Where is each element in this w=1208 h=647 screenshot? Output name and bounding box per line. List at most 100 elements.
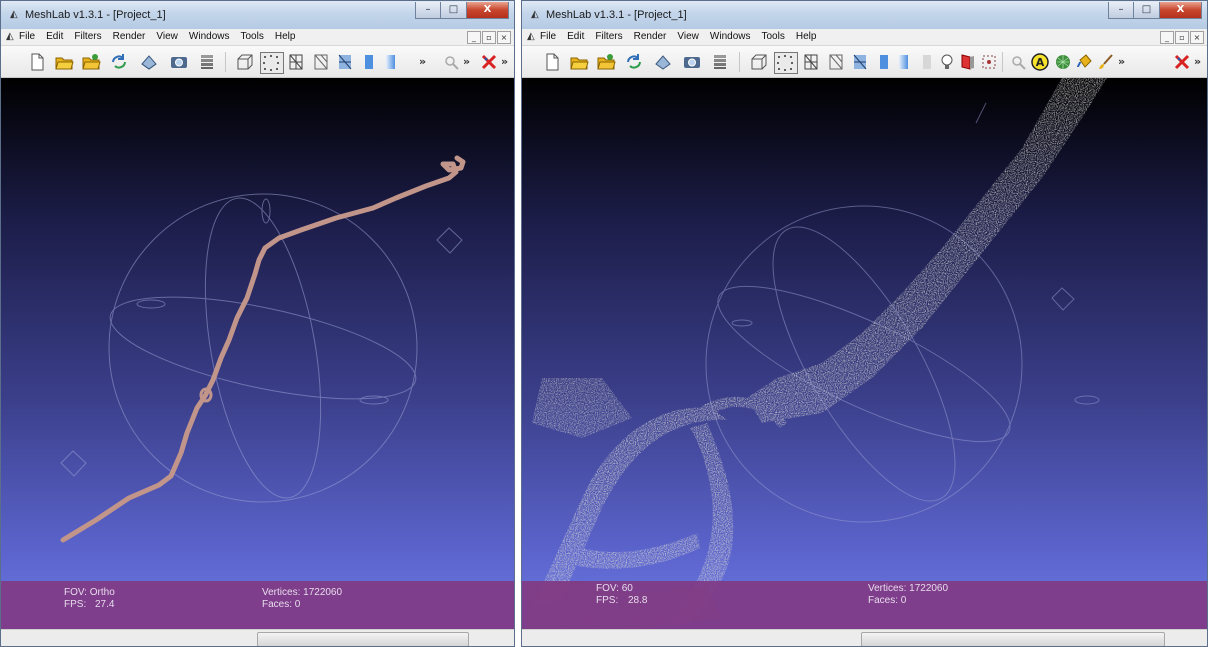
mdi-restore-button[interactable]: ▫ — [1175, 31, 1189, 44]
texture-icon[interactable] — [917, 52, 937, 72]
menu-view[interactable]: View — [677, 31, 699, 42]
flat-icon[interactable] — [359, 52, 379, 72]
wireframe-icon[interactable] — [801, 52, 821, 72]
bbox-icon[interactable] — [235, 52, 255, 72]
menu-windows[interactable]: Windows — [188, 31, 230, 42]
fov-label: FOV: 60 — [596, 583, 633, 594]
layers-icon[interactable] — [710, 52, 730, 72]
toolbar-overflow-button[interactable]: » — [419, 55, 427, 68]
document-icon[interactable]: ◭ — [6, 31, 14, 42]
trackball-diamond — [436, 227, 463, 254]
import-icon[interactable] — [653, 52, 673, 72]
menu-filters[interactable]: Filters — [74, 31, 102, 42]
trackball-diamond — [60, 450, 87, 477]
toolbar-overflow-button-2[interactable]: » — [463, 55, 471, 68]
zoom-icon[interactable] — [1008, 52, 1028, 72]
point-cloud-scene — [527, 78, 1107, 629]
menu-view[interactable]: View — [156, 31, 178, 42]
light-icon[interactable] — [937, 52, 957, 72]
select-vertices-icon[interactable] — [979, 52, 999, 72]
zoom-icon[interactable] — [441, 52, 461, 72]
menu-windows[interactable]: Windows — [709, 31, 751, 42]
mesh-icon[interactable] — [1053, 52, 1073, 72]
flat-lines-icon[interactable] — [335, 52, 355, 72]
fps-label: FPS: — [596, 595, 619, 606]
flat-icon[interactable] — [874, 52, 894, 72]
close-button[interactable]: X — [467, 2, 509, 19]
title-bar[interactable]: ◭ MeshLab v1.3.1 - [Project_1] – □ X — [1, 1, 514, 29]
open-project-icon[interactable] — [81, 52, 101, 72]
mdi-close-button[interactable]: × — [497, 31, 511, 44]
minimize-button[interactable]: – — [1108, 2, 1134, 19]
toolbar-overflow-button[interactable]: » — [1118, 55, 1126, 68]
points-icon[interactable] — [774, 52, 798, 74]
layers-icon[interactable] — [197, 52, 217, 72]
menu-tools[interactable]: Tools — [761, 31, 785, 42]
trackball-scene — [60, 155, 466, 543]
snapshot-icon[interactable] — [169, 52, 189, 72]
smooth-icon[interactable] — [381, 52, 401, 72]
svg-text:A: A — [1036, 56, 1045, 69]
faces-label: Faces: 0 — [262, 599, 301, 610]
main-toolbar: » » » — [1, 46, 514, 78]
menu-edit[interactable]: Edit — [46, 31, 64, 42]
paint-brush-icon[interactable] — [1096, 52, 1116, 72]
minimize-button[interactable]: – — [415, 2, 441, 19]
document-icon[interactable]: ◭ — [527, 31, 535, 42]
mdi-close-button[interactable]: × — [1190, 31, 1204, 44]
trajectory-track — [60, 155, 466, 543]
menu-help[interactable]: Help — [274, 31, 296, 42]
menu-render[interactable]: Render — [112, 31, 146, 42]
snapshot-icon[interactable] — [682, 52, 702, 72]
open-icon[interactable] — [569, 52, 589, 72]
mdi-minimize-button[interactable]: _ — [1160, 31, 1174, 44]
fps-value: 28.8 — [628, 595, 648, 606]
horizontal-scrollbar[interactable] — [861, 632, 1165, 646]
3d-viewport[interactable] — [1, 78, 514, 629]
trackball-marker — [359, 395, 389, 405]
open-icon[interactable] — [54, 52, 74, 72]
menu-help[interactable]: Help — [795, 31, 817, 42]
maximize-button[interactable]: □ — [1134, 2, 1160, 19]
mdi-restore-button[interactable]: ▫ — [482, 31, 496, 44]
delete-layer-icon[interactable] — [479, 52, 499, 72]
menu-filters[interactable]: Filters — [595, 31, 623, 42]
hidden-lines-icon[interactable] — [826, 52, 846, 72]
hidden-lines-icon[interactable] — [311, 52, 331, 72]
horizontal-scrollbar[interactable] — [257, 632, 469, 646]
import-icon[interactable] — [139, 52, 159, 72]
menu-render[interactable]: Render — [633, 31, 667, 42]
smooth-icon[interactable] — [894, 52, 914, 72]
delete-layer-icon[interactable] — [1172, 52, 1192, 72]
title-bar[interactable]: ◭ MeshLab v1.3.1 - [Project_1] – □ X — [522, 1, 1207, 29]
trackball-vertical-ring — [204, 197, 322, 499]
backface-icon[interactable] — [958, 52, 978, 72]
points-icon[interactable] — [260, 52, 284, 74]
window-title: MeshLab v1.3.1 - [Project_1] — [546, 9, 687, 21]
bbox-icon[interactable] — [749, 52, 769, 72]
menu-tools[interactable]: Tools — [240, 31, 264, 42]
vertices-label: Vertices: 1722060 — [262, 587, 343, 598]
status-bar — [1, 629, 514, 646]
reload-icon[interactable] — [624, 52, 644, 72]
wireframe-icon[interactable] — [286, 52, 306, 72]
toolbar-overflow-button-3[interactable]: » — [501, 55, 509, 68]
menu-file[interactable]: File — [19, 31, 36, 42]
menu-edit[interactable]: Edit — [567, 31, 585, 42]
point-cloud-loop-bottom — [577, 533, 700, 569]
toolbar-overflow-button-2[interactable]: » — [1194, 55, 1202, 68]
annotate-icon[interactable]: A — [1030, 52, 1050, 72]
open-project-icon[interactable] — [596, 52, 616, 72]
new-icon[interactable] — [542, 52, 562, 72]
maximize-button[interactable]: □ — [441, 2, 467, 19]
3d-viewport[interactable] — [522, 78, 1207, 629]
paint-bucket-icon[interactable] — [1075, 52, 1095, 72]
status-bar — [522, 629, 1207, 646]
close-button[interactable]: X — [1160, 2, 1202, 19]
mdi-minimize-button[interactable]: _ — [467, 31, 481, 44]
reload-icon[interactable] — [109, 52, 129, 72]
new-icon[interactable] — [27, 52, 47, 72]
menu-file[interactable]: File — [540, 31, 557, 42]
info-overlay: FOV: Ortho FPS: 27.4 Vertices: 1722060 F… — [1, 581, 514, 629]
flat-lines-icon[interactable] — [850, 52, 870, 72]
